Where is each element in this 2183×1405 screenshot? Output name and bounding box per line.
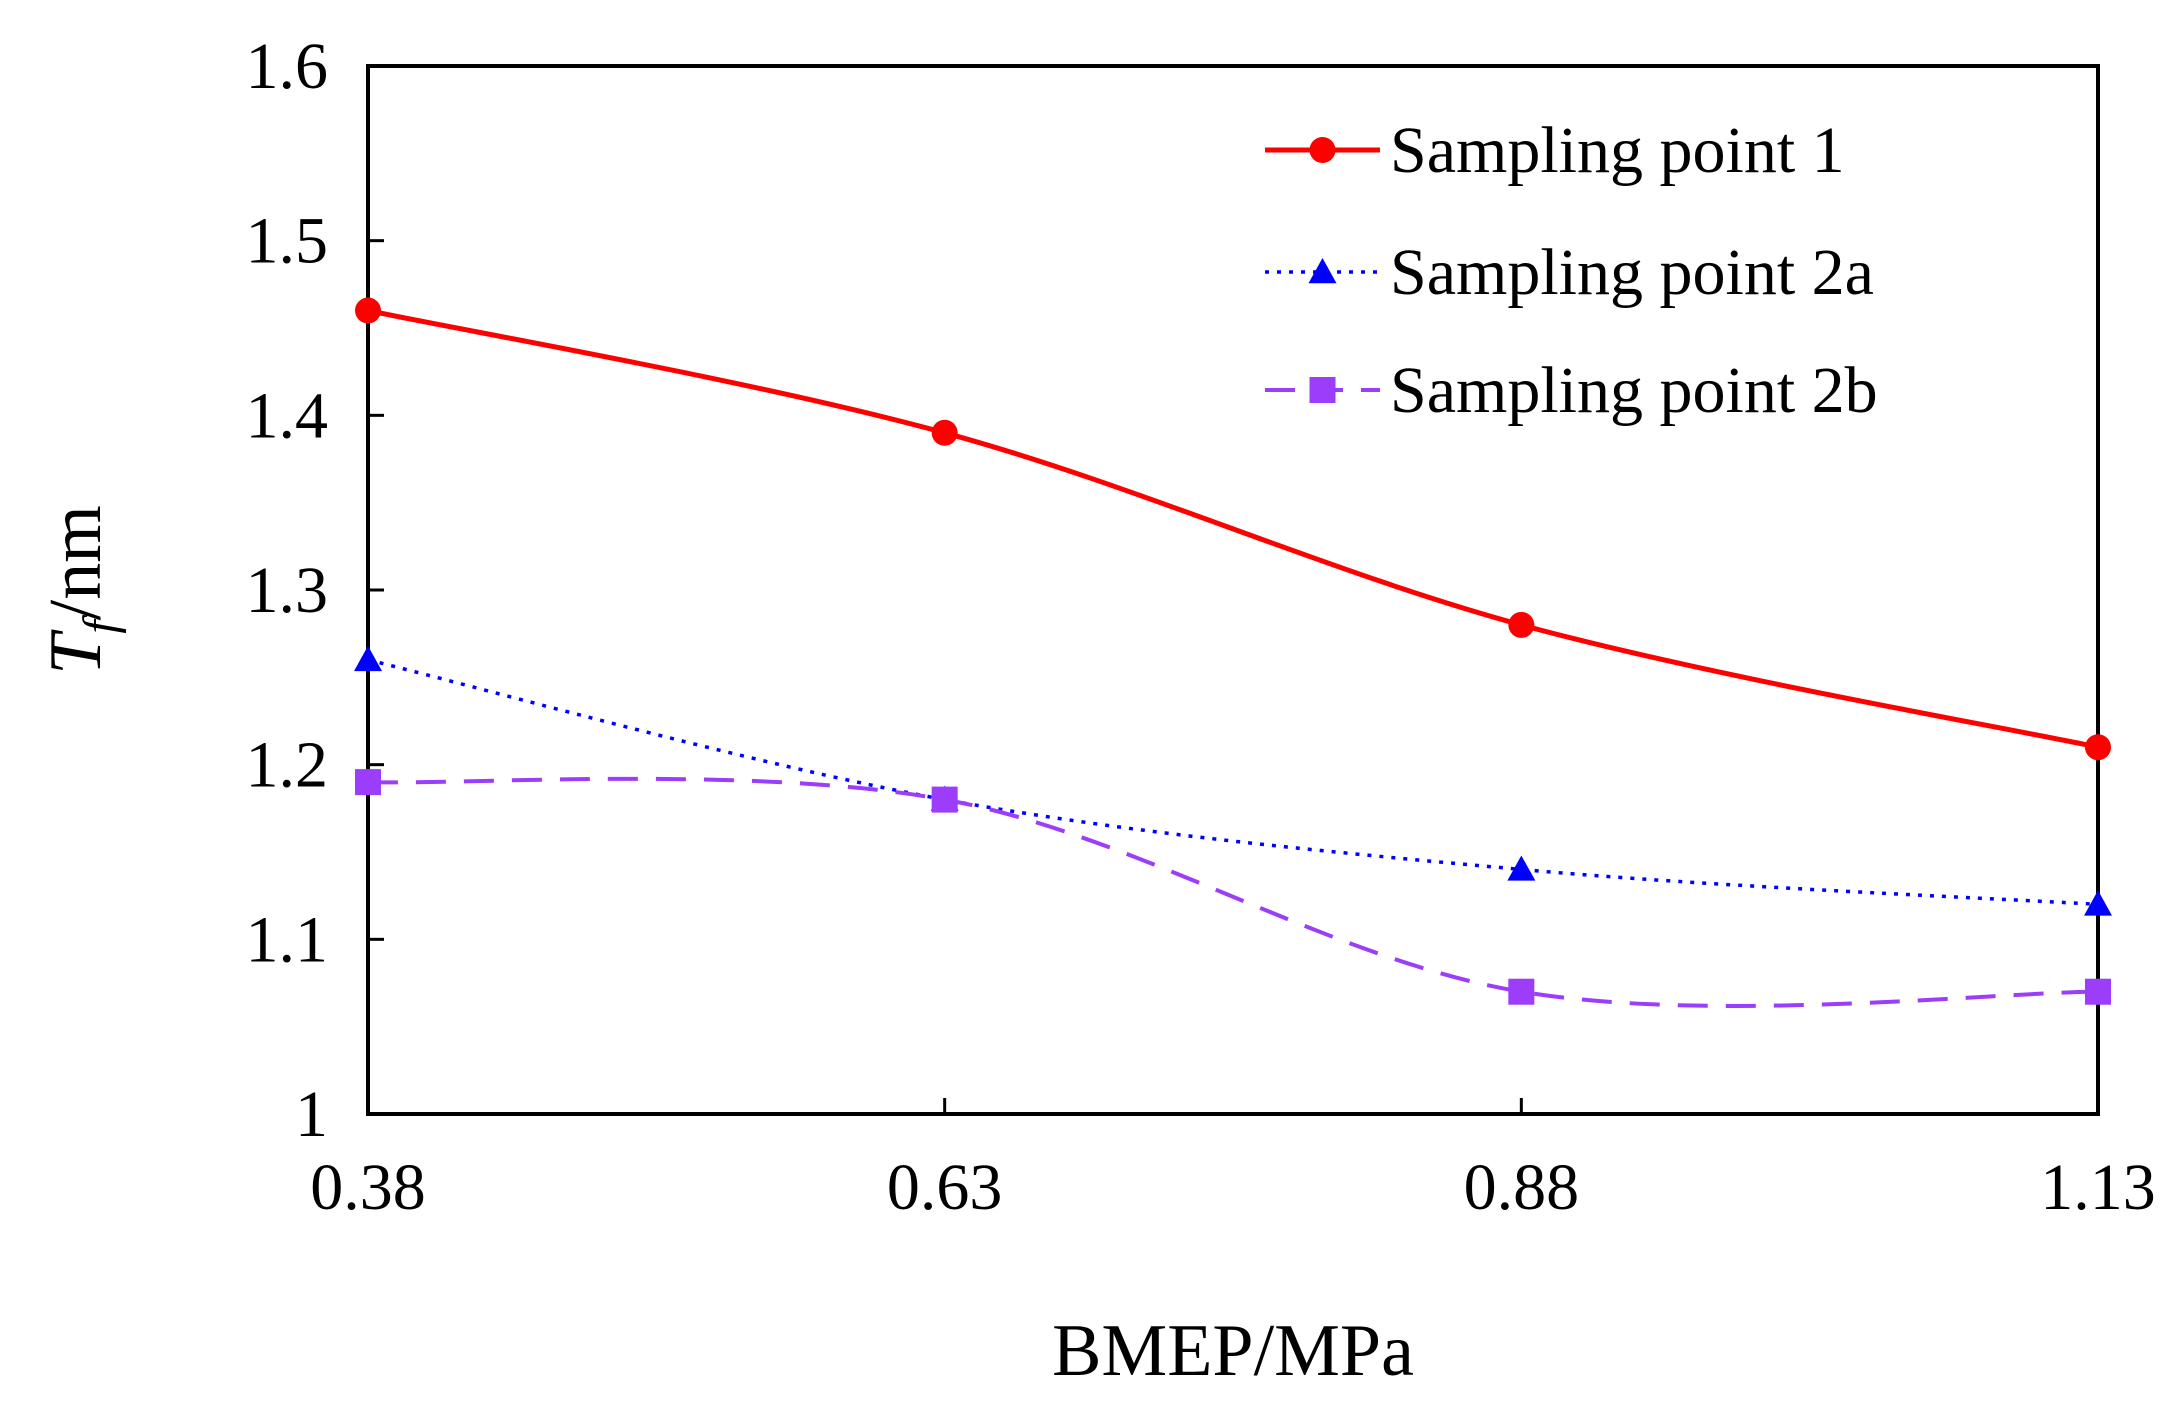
series-3 bbox=[355, 769, 2111, 1008]
legend-item: Sampling point 1 bbox=[1265, 114, 1845, 187]
data-point bbox=[354, 645, 382, 672]
x-axis-ticks: 0.38 0.63 0.88 1.13 bbox=[310, 1098, 2156, 1224]
series-line bbox=[367, 776, 2099, 1008]
legend-label: Sampling point 2a bbox=[1390, 236, 1874, 309]
y-tick-label: 1.6 bbox=[246, 30, 329, 103]
plot-area-frame bbox=[366, 64, 2100, 1116]
y-tick-label: 1.3 bbox=[246, 554, 329, 627]
y-tick-label: 1.4 bbox=[246, 379, 329, 452]
data-point bbox=[355, 297, 381, 324]
data-point bbox=[2084, 890, 2112, 916]
x-tick-label: 0.88 bbox=[1464, 1151, 1580, 1224]
series-1 bbox=[355, 297, 2111, 761]
x-tick-label: 0.63 bbox=[887, 1151, 1003, 1224]
x-tick-label: 1.13 bbox=[2040, 1151, 2156, 1224]
legend-swatch-marker bbox=[1308, 258, 1337, 284]
y-axis-title: Tf/nm bbox=[35, 505, 127, 675]
data-point bbox=[2085, 734, 2111, 761]
x-axis-title: BMEP/MPa bbox=[1052, 1310, 1414, 1392]
legend-label: Sampling point 2b bbox=[1390, 354, 1878, 427]
data-point bbox=[931, 786, 958, 813]
y-tick-label: 1.5 bbox=[246, 205, 329, 278]
data-point bbox=[355, 769, 381, 796]
data-point bbox=[931, 419, 958, 446]
legend-label: Sampling point 1 bbox=[1390, 114, 1845, 187]
y-tick-label: 1.2 bbox=[246, 729, 329, 802]
legend-swatch-marker bbox=[1309, 137, 1336, 163]
data-point bbox=[1507, 855, 1536, 881]
series-line bbox=[367, 308, 2099, 750]
x-tick-label: 0.38 bbox=[310, 1151, 426, 1224]
legend-item: Sampling point 2a bbox=[1265, 236, 1874, 309]
data-point bbox=[2085, 978, 2111, 1005]
y-tick-label: 1 bbox=[295, 1078, 328, 1151]
legend: Sampling point 1 Sampling point 2a Samplin… bbox=[1265, 114, 1878, 427]
y-axis-ticks: 1 1.1 1.2 1.3 1.4 1.5 1.6 bbox=[246, 30, 384, 1151]
data-point bbox=[1508, 611, 1535, 638]
y-axis-title-main: T bbox=[35, 629, 117, 675]
y-tick-label: 1.1 bbox=[246, 903, 329, 976]
y-axis-title-suffix: /nm bbox=[35, 505, 117, 620]
legend-item: Sampling point 2b bbox=[1265, 354, 1878, 427]
legend-swatch-marker bbox=[1309, 377, 1336, 403]
series-layer bbox=[354, 297, 2112, 1008]
data-point bbox=[1508, 978, 1535, 1005]
